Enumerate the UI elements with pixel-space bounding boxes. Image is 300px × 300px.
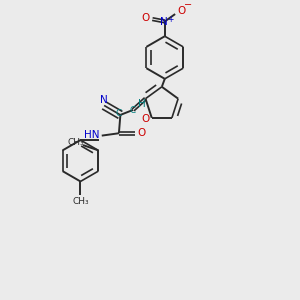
Text: CH₃: CH₃ [68, 138, 84, 147]
Text: O: O [141, 114, 149, 124]
Text: CH₃: CH₃ [72, 197, 89, 206]
Text: N: N [160, 17, 167, 27]
Text: +: + [167, 15, 174, 24]
Text: H: H [137, 99, 145, 109]
Text: −: − [184, 0, 192, 10]
Text: N: N [100, 94, 108, 104]
Text: HN: HN [84, 130, 100, 140]
Text: O: O [141, 13, 149, 23]
Text: C: C [130, 106, 136, 115]
Text: C: C [116, 109, 122, 118]
Text: O: O [177, 5, 185, 16]
Text: O: O [137, 128, 146, 138]
